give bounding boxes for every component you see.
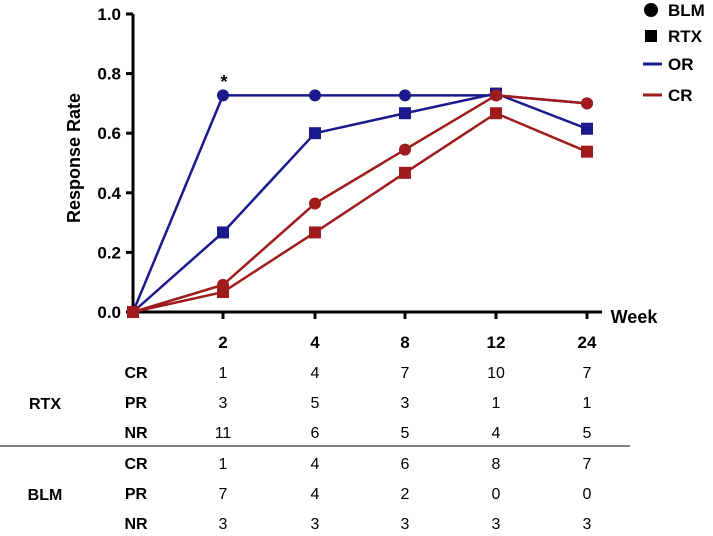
table-cell: 1: [219, 365, 228, 382]
x-tick-label: 24: [578, 333, 597, 352]
table-row-label: PR: [125, 395, 148, 412]
legend-label: RTX: [668, 27, 703, 46]
table-cell: 3: [311, 516, 320, 533]
data-point-circle: [217, 89, 229, 102]
data-point-square: [309, 127, 321, 140]
legend: BLM RTX OR CR: [643, 1, 705, 105]
data-point-square: [581, 145, 593, 158]
table-cell: 5: [401, 425, 410, 442]
series-line: [132, 92, 588, 313]
data-point-square: [490, 107, 502, 120]
table-cell: 7: [583, 365, 592, 382]
data-point-circle: [490, 89, 502, 102]
legend-item-blm: BLM: [644, 1, 705, 20]
legend-label: BLM: [668, 1, 705, 20]
table-group-label: BLM: [28, 487, 63, 504]
table-cell: 1: [219, 456, 228, 473]
data-point-square: [217, 226, 229, 239]
table-cell: 4: [492, 425, 501, 442]
y-tick-label: 0.2: [97, 243, 121, 262]
table-cell: 7: [583, 456, 592, 473]
legend-label: OR: [668, 55, 694, 74]
series-layer: [127, 87, 593, 318]
legend-label: CR: [668, 86, 693, 105]
table-cell: 1: [492, 395, 501, 412]
table-cell: 3: [219, 395, 228, 412]
legend-item-cr: CR: [643, 86, 693, 105]
table-cell: 6: [401, 456, 410, 473]
table-row-label: NR: [124, 425, 148, 442]
table-group-blm: BLM CR 1 4 6 8 7 PR 7 4 2 0 0 NR 3 3 3 3 3: [28, 456, 592, 533]
significance-annotation: *: [220, 72, 227, 92]
y-axis-title: Response Rate: [64, 93, 84, 223]
table-cell: 4: [311, 456, 320, 473]
table-cell: 5: [583, 425, 592, 442]
table-cell: 7: [219, 486, 228, 503]
y-tick-label: 0.4: [97, 184, 121, 203]
x-tick-label: 8: [400, 333, 409, 352]
series-rtx-cr: [127, 107, 593, 318]
data-point-square: [399, 166, 411, 179]
y-tick-label: 0.6: [97, 124, 121, 143]
x-axis-title: Week: [611, 307, 659, 327]
table-group-label: RTX: [29, 396, 61, 413]
table-cell: 3: [401, 395, 410, 412]
table-cell: 0: [492, 486, 501, 503]
data-point-square: [309, 226, 321, 239]
legend-item-rtx: RTX: [645, 27, 703, 46]
legend-item-or: OR: [643, 55, 694, 74]
data-point-square: [217, 286, 229, 299]
table-cell: 3: [492, 516, 501, 533]
legend-square-icon: [645, 30, 657, 42]
x-tick-label: 2: [218, 333, 227, 352]
series-line: [132, 94, 588, 314]
data-point-circle: [309, 89, 321, 102]
data-point-circle: [581, 97, 593, 110]
table-cell: 10: [487, 365, 505, 382]
table-cell: 4: [311, 365, 320, 382]
table-cell: 1: [583, 395, 592, 412]
table-cell: 8: [492, 456, 501, 473]
table-cell: 3: [219, 516, 228, 533]
x-tick-label: 4: [310, 333, 320, 352]
table-row-label: CR: [124, 456, 148, 473]
table-cell: 2: [401, 486, 410, 503]
table-cell: 0: [583, 486, 592, 503]
table-row-label: CR: [124, 365, 148, 382]
series-line: [132, 111, 588, 314]
y-tick-label: 0.8: [97, 65, 121, 84]
table-cell: 11: [215, 425, 232, 442]
table-row-label: NR: [124, 516, 148, 533]
data-point-circle: [309, 197, 321, 210]
data-point-circle: [399, 89, 411, 102]
table-cell: 7: [401, 365, 410, 382]
data-point-square: [399, 107, 411, 120]
table-row-label: PR: [125, 486, 148, 503]
data-point-square: [581, 122, 593, 135]
legend-circle-icon: [644, 3, 658, 17]
table-cell: 3: [583, 516, 592, 533]
y-tick-label: 1.0: [97, 5, 121, 24]
table-cell: 3: [401, 516, 410, 533]
table-cell: 6: [311, 425, 320, 442]
x-tick-label: 12: [487, 333, 506, 352]
data-point-square: [127, 306, 139, 318]
data-point-circle: [399, 143, 411, 156]
table-cell: 5: [311, 395, 320, 412]
table-cell: 4: [311, 486, 320, 503]
y-tick-label: 0.0: [97, 303, 121, 322]
